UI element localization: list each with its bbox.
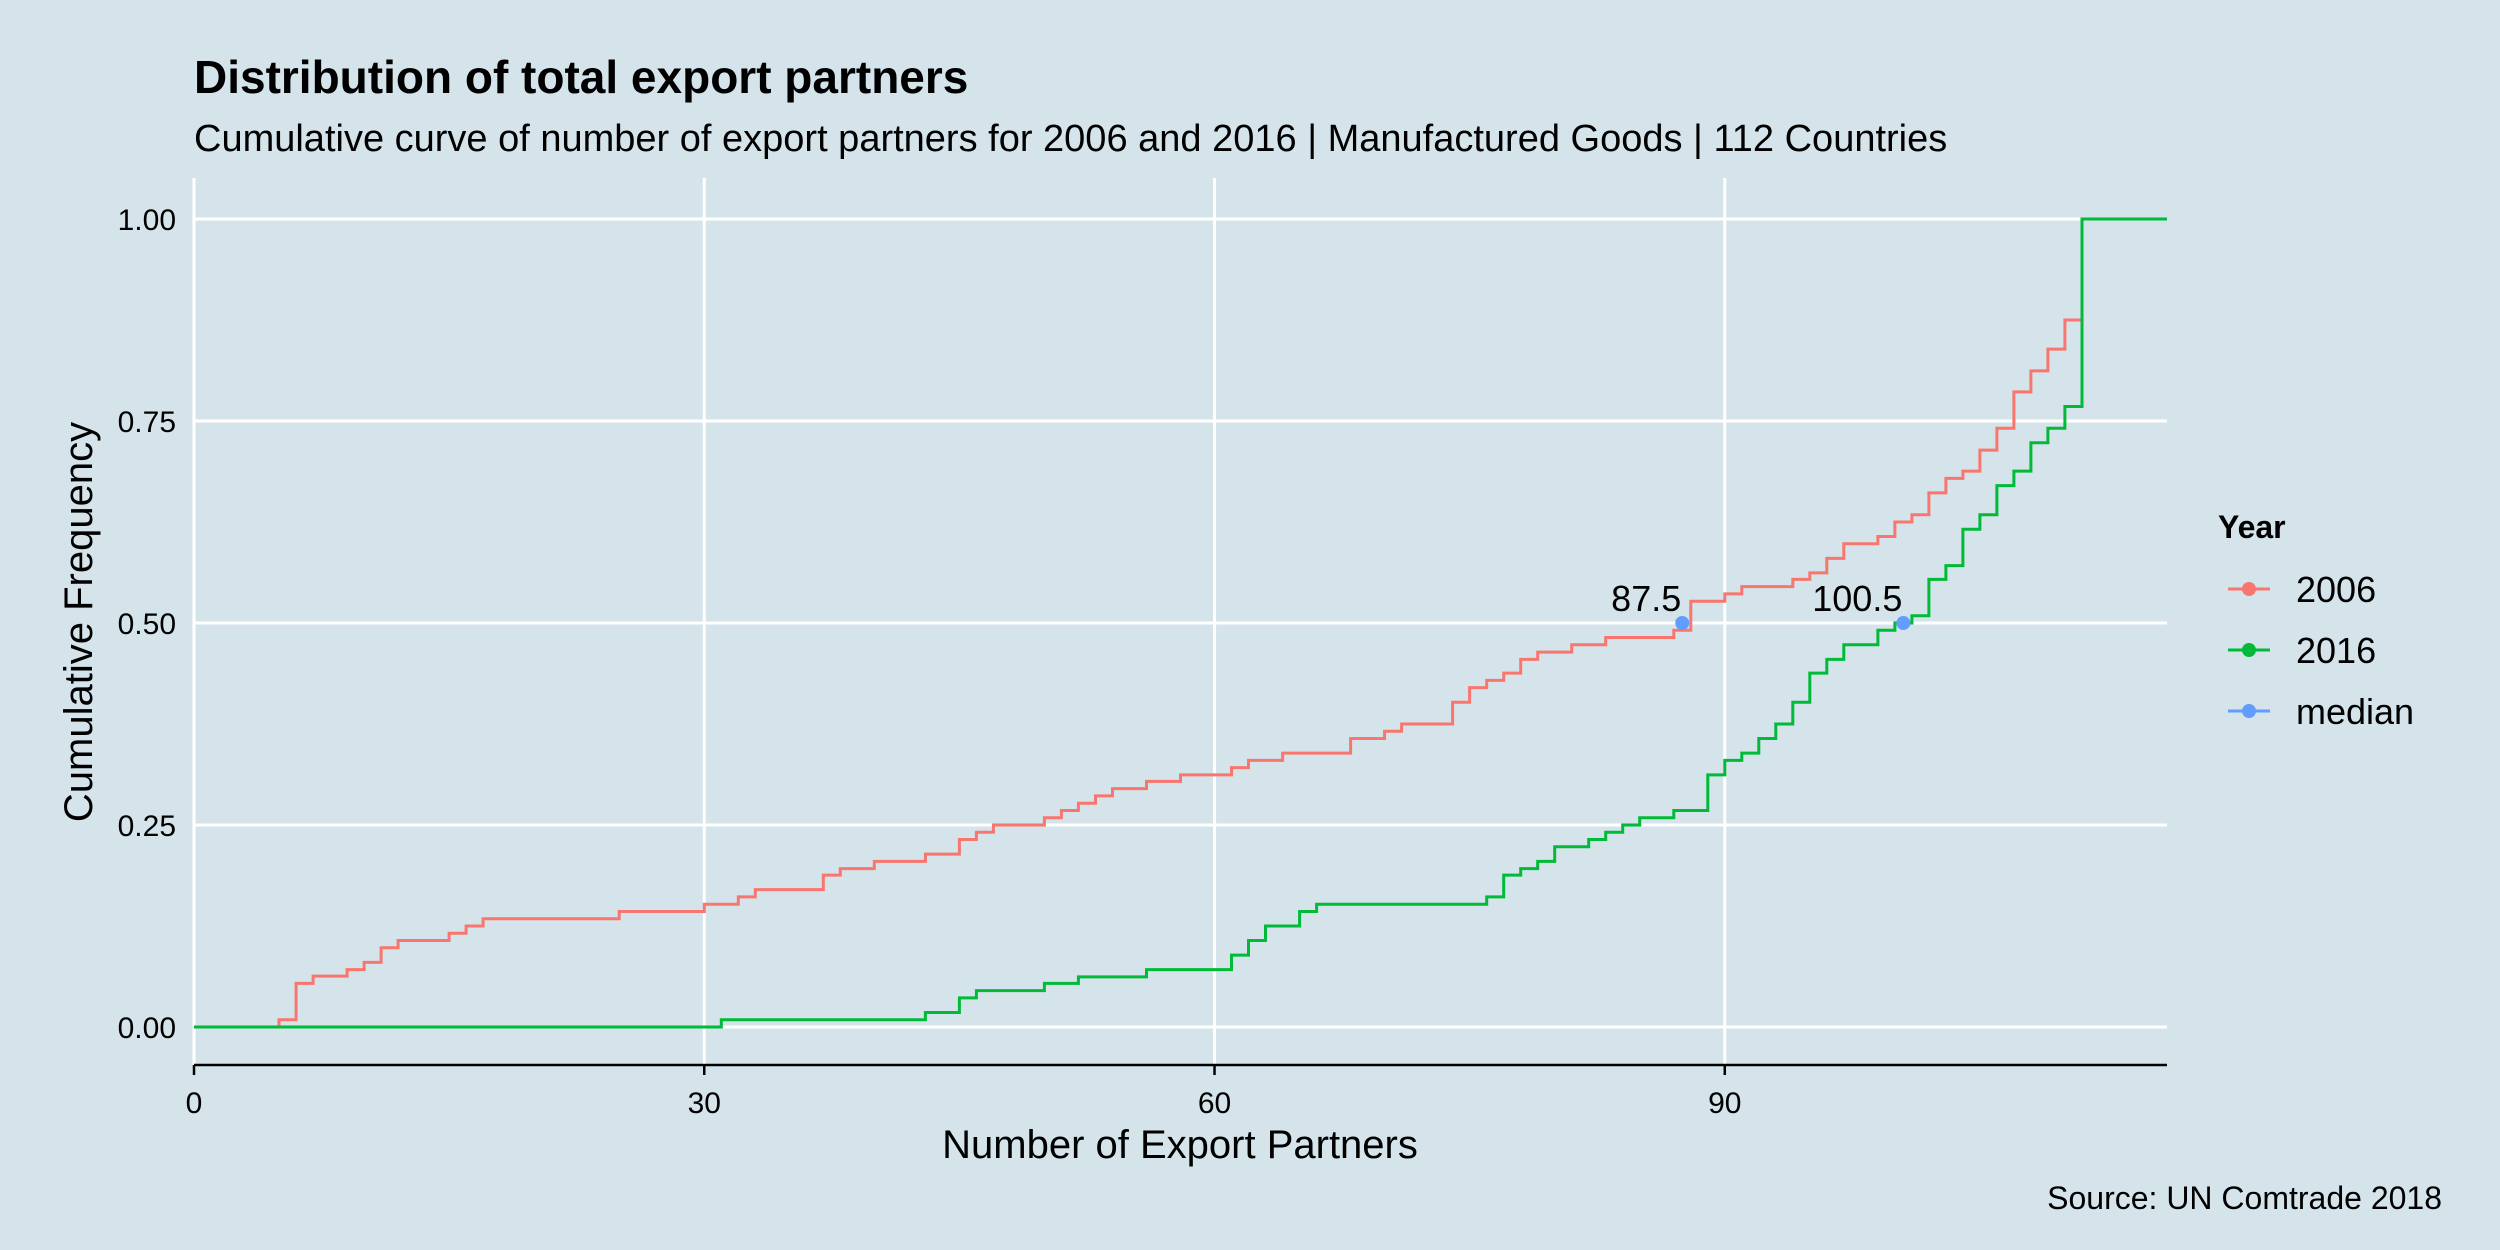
grid-lines — [192, 178, 2167, 1065]
legend-key-point — [2242, 582, 2256, 596]
legend-key-point — [2242, 643, 2256, 657]
median-layer: 87.5 100.5 — [1611, 578, 1911, 630]
y-axis-title: Cumulative Frequency — [57, 422, 101, 822]
legend-title: Year — [2218, 509, 2286, 545]
x-tick-label: 0 — [186, 1087, 203, 1120]
y-tick-label: 0.75 — [118, 406, 176, 439]
series-layer — [194, 217, 2167, 1029]
y-tick-label: 0.25 — [118, 810, 176, 843]
series-line-2016 — [194, 217, 2167, 1029]
x-tick-label: 30 — [688, 1087, 721, 1120]
legend-entry-label: 2006 — [2296, 569, 2376, 610]
axes: 0 30 60 90 0.00 0.25 0.50 0.75 1.00 — [118, 204, 2167, 1120]
chart-subtitle: Cumulative curve of number of export par… — [194, 118, 1948, 160]
legend-entry-label: median — [2296, 691, 2414, 732]
y-tick-label: 0.00 — [118, 1012, 176, 1045]
legend: Year 2006 2016 median — [2218, 509, 2414, 732]
series-line-2006 — [194, 318, 2082, 1029]
x-tick-label: 90 — [1708, 1087, 1741, 1120]
median-label: 100.5 — [1812, 578, 1902, 619]
chart-caption: Source: UN Comtrade 2018 — [2047, 1180, 2442, 1216]
chart-title: Distribution of total export partners — [194, 51, 969, 103]
y-tick-label: 0.50 — [118, 608, 176, 641]
legend-entry-label: 2016 — [2296, 630, 2376, 671]
legend-key-point — [2242, 704, 2256, 718]
y-tick-label: 1.00 — [118, 204, 176, 237]
x-tick-label: 60 — [1198, 1087, 1231, 1120]
median-label: 87.5 — [1611, 578, 1681, 619]
median-point — [1896, 616, 1911, 630]
median-point — [1675, 616, 1690, 630]
x-axis-title: Number of Export Partners — [942, 1123, 1418, 1167]
